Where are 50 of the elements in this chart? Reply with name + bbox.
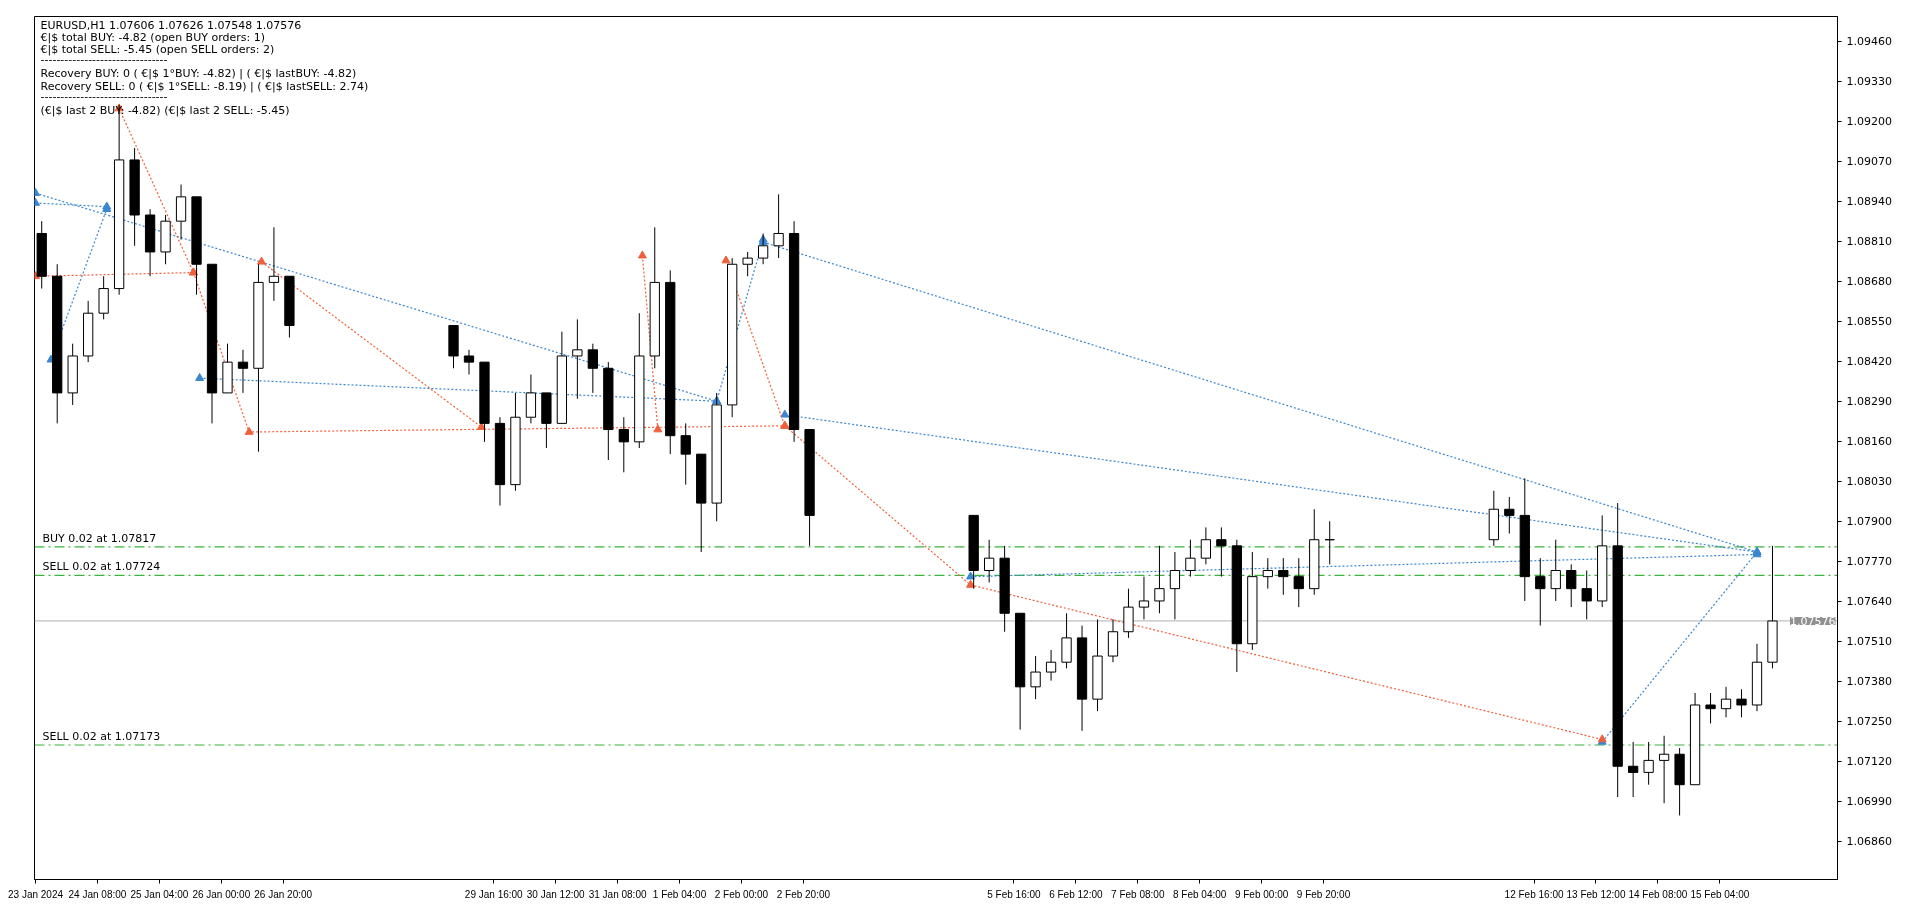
y-tick-label: 1.06860 bbox=[1846, 835, 1892, 849]
y-tick-label: 1.06990 bbox=[1846, 795, 1892, 809]
x-tick-label: 30 Jan 12:00 bbox=[526, 888, 586, 900]
x-tick-label: 1 Feb 04:00 bbox=[652, 888, 707, 900]
y-tick-label: 1.08810 bbox=[1846, 235, 1892, 249]
y-tick-label: 1.08420 bbox=[1846, 355, 1892, 369]
ref-line-label: SELL 0.02 at 1.07724 bbox=[42, 560, 161, 574]
y-tick-label: 1.09460 bbox=[1846, 35, 1892, 49]
x-tick-label: 7 Feb 08:00 bbox=[1111, 888, 1165, 900]
x-tick-label: 15 Feb 04:00 bbox=[1690, 888, 1750, 900]
ref-line-label: BUY 0.02 at 1.07817 bbox=[42, 531, 157, 545]
y-tick-label: 1.07120 bbox=[1846, 755, 1892, 769]
y-tick-label: 1.08940 bbox=[1846, 195, 1892, 209]
x-tick-label: 2 Feb 20:00 bbox=[776, 888, 831, 900]
x-tick-label: 26 Jan 20:00 bbox=[254, 888, 313, 900]
x-tick-label: 14 Feb 08:00 bbox=[1628, 888, 1688, 900]
x-tick-label: 12 Feb 16:00 bbox=[1504, 888, 1564, 900]
annotation: Recovery BUY: 0 ( €|$ 1°BUY: -4.82) | ( €|$ lastBUY: -4.82) bbox=[40, 67, 357, 81]
ref-line-label: SELL 0.02 at 1.07173 bbox=[42, 730, 161, 743]
y-tick-label: 1.07640 bbox=[1846, 595, 1892, 609]
ref-line-label: 1.07576 bbox=[1790, 614, 1836, 628]
y-tick-label: 1.08030 bbox=[1846, 475, 1892, 489]
annotation: €|$ total BUY: -4.82 (open BUY orders: 1) bbox=[40, 30, 265, 44]
y-tick-label: 1.07900 bbox=[1846, 515, 1892, 529]
y-tick-label: 1.07510 bbox=[1846, 635, 1892, 649]
x-tick-label: 13 Feb 12:00 bbox=[1566, 888, 1626, 900]
y-tick-label: 1.08680 bbox=[1846, 275, 1892, 289]
x-tick-label: 25 Jan 04:00 bbox=[130, 888, 189, 900]
x-tick-label: 26 Jan 00:00 bbox=[192, 888, 251, 900]
x-tick-label: 24 Jan 08:00 bbox=[68, 888, 127, 900]
x-tick-label: 8 Feb 04:00 bbox=[1173, 888, 1227, 900]
annotation: €|$ total SELL: -5.45 (open SELL orders: 2) bbox=[40, 42, 275, 56]
y-tick-label: 1.09070 bbox=[1846, 155, 1892, 169]
y-tick-label: 1.07770 bbox=[1846, 555, 1892, 569]
y-tick-label: 1.09330 bbox=[1846, 75, 1892, 89]
y-tick-label: 1.08550 bbox=[1846, 315, 1892, 329]
y-tick-label: 1.07250 bbox=[1846, 715, 1892, 729]
x-tick-label: 2 Feb 00:00 bbox=[714, 888, 769, 900]
y-tick-label: 1.08160 bbox=[1846, 435, 1892, 449]
x-tick-label: 31 Jan 08:00 bbox=[588, 888, 647, 900]
y-tick-label: 1.07380 bbox=[1846, 675, 1892, 689]
y-tick-label: 1.08290 bbox=[1846, 395, 1892, 409]
x-tick-label: 5 Feb 16:00 bbox=[987, 888, 1042, 900]
chart-title: EURUSD,H1 1.07606 1.07626 1.07548 1.07576 bbox=[40, 18, 302, 32]
x-tick-label: 23 Jan 2024 bbox=[8, 888, 64, 900]
x-tick-label: 29 Jan 16:00 bbox=[464, 888, 524, 900]
y-tick-label: 1.09200 bbox=[1846, 115, 1892, 129]
x-tick-label: 6 Feb 12:00 bbox=[1049, 888, 1103, 900]
x-tick-label: 9 Feb 20:00 bbox=[1296, 888, 1351, 900]
x-tick-label: 9 Feb 00:00 bbox=[1234, 888, 1289, 900]
